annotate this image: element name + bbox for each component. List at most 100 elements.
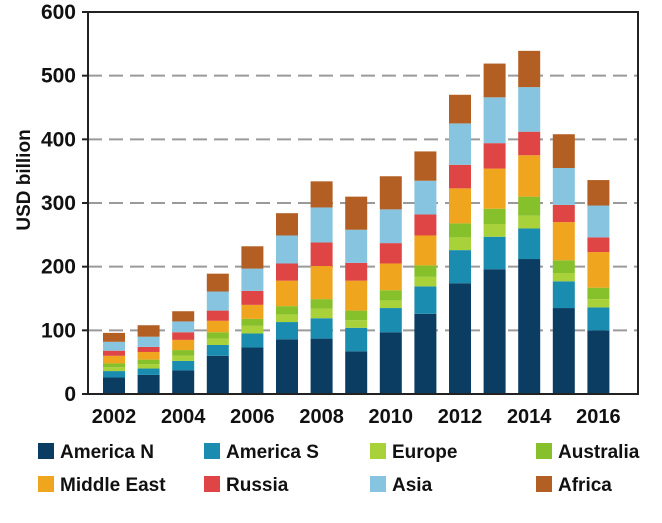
bar-segment <box>206 273 229 292</box>
bar-segment <box>449 94 471 124</box>
bar-segment <box>241 325 264 334</box>
bar-segment <box>206 332 229 339</box>
bar-segment <box>518 228 541 260</box>
x-tick-label: 2012 <box>438 406 483 428</box>
bar-segment <box>552 134 575 168</box>
bar-segment <box>552 204 575 223</box>
bar-segment <box>345 351 368 394</box>
bar-segment <box>483 168 506 209</box>
bar-segment <box>587 287 610 300</box>
bar-segment <box>449 223 471 238</box>
bar-segment <box>414 286 437 314</box>
bar-segment <box>552 167 575 205</box>
bar-segment <box>414 276 437 287</box>
bar-segment <box>345 280 368 311</box>
bar-segment <box>137 351 160 360</box>
legend-label: Europe <box>392 442 457 463</box>
x-tick-label: 2004 <box>161 406 206 428</box>
legend-label: Middle East <box>60 475 166 496</box>
bar-segment <box>483 97 506 144</box>
bar-segment <box>103 341 125 351</box>
bar-segment <box>206 355 229 394</box>
bar-segment <box>552 222 575 261</box>
bar-segment <box>276 322 298 340</box>
bar-segment <box>172 339 195 351</box>
bar-segment <box>103 363 125 368</box>
y-tick-labels: 0 100 200 300 400 500 600 <box>41 1 76 406</box>
legend-item: Europe <box>370 442 457 463</box>
bar-segment <box>518 215 541 229</box>
legend-item: Australia <box>536 442 640 463</box>
legend-item: Africa <box>536 475 612 496</box>
bar-segment <box>449 123 471 165</box>
bar-segment <box>587 252 610 288</box>
bar-segment <box>172 370 195 394</box>
bar-segment <box>103 355 125 364</box>
bar-segment <box>552 281 575 309</box>
legend: America N America S Europe Australia Middle … <box>38 442 640 496</box>
bar-segment <box>103 350 125 356</box>
bar-segment <box>241 290 264 305</box>
legend-swatch <box>204 443 220 459</box>
bar-segment <box>518 196 541 216</box>
bar-segment <box>310 308 333 319</box>
legend-label: Asia <box>392 475 433 496</box>
legend-item: America S <box>204 442 319 463</box>
bar-segment <box>414 265 437 277</box>
bar-segment <box>241 268 264 291</box>
bar-segment <box>241 333 264 348</box>
y-tick-label: 100 <box>41 319 76 342</box>
legend-label: America S <box>226 442 319 463</box>
bar-segment <box>103 371 125 378</box>
legend-swatch <box>38 443 54 459</box>
legend-item: Russia <box>204 475 289 496</box>
y-tick-label: 0 <box>64 383 76 406</box>
bar-segment <box>518 155 541 197</box>
bar-segment <box>379 176 402 210</box>
bar-segment <box>137 325 160 337</box>
bar-segment <box>379 209 402 244</box>
bar-segment <box>241 246 264 269</box>
bar-segment <box>483 236 506 270</box>
x-tick-label: 2016 <box>576 406 621 428</box>
bar-segment <box>414 235 437 266</box>
bar-segment <box>276 263 298 281</box>
x-tick-labels: 2002 2004 2006 2008 2010 2012 2014 2016 <box>92 406 621 428</box>
legend-label: America N <box>60 442 154 463</box>
legend-swatch <box>536 476 552 492</box>
bar-segment <box>137 368 160 375</box>
bar-segment <box>483 143 506 169</box>
bar-segment <box>206 344 229 356</box>
bar-segment <box>172 332 195 340</box>
bar-segment <box>379 290 402 301</box>
bar-segment <box>206 320 229 333</box>
bar-segment <box>345 327 368 352</box>
bar-segment <box>241 304 264 319</box>
bar-segment <box>552 308 575 394</box>
legend-swatch <box>38 476 54 492</box>
bar-segment <box>137 364 160 369</box>
y-axis-label: USD billion <box>14 129 35 230</box>
bar-segment <box>310 318 333 339</box>
bar-segment <box>137 336 160 347</box>
bar-segment <box>449 164 471 189</box>
bar-segment <box>172 360 195 371</box>
y-tick-label: 500 <box>41 65 76 88</box>
bar-segment <box>518 131 541 156</box>
bar-segment <box>103 332 125 342</box>
bar-segment <box>276 235 298 264</box>
bar-segment <box>103 367 125 372</box>
bar-segment <box>310 299 333 309</box>
bar-segment <box>483 63 506 98</box>
bar-segment <box>414 180 437 215</box>
legend-swatch <box>204 476 220 492</box>
bar-segment <box>483 269 506 394</box>
bar-segment <box>449 250 471 284</box>
x-tick-label: 2006 <box>230 406 275 428</box>
bar-segment <box>310 242 333 267</box>
bar-segment <box>345 310 368 321</box>
x-tick-label: 2008 <box>299 406 344 428</box>
bar-segment <box>310 181 333 208</box>
bar-segment <box>241 347 264 394</box>
